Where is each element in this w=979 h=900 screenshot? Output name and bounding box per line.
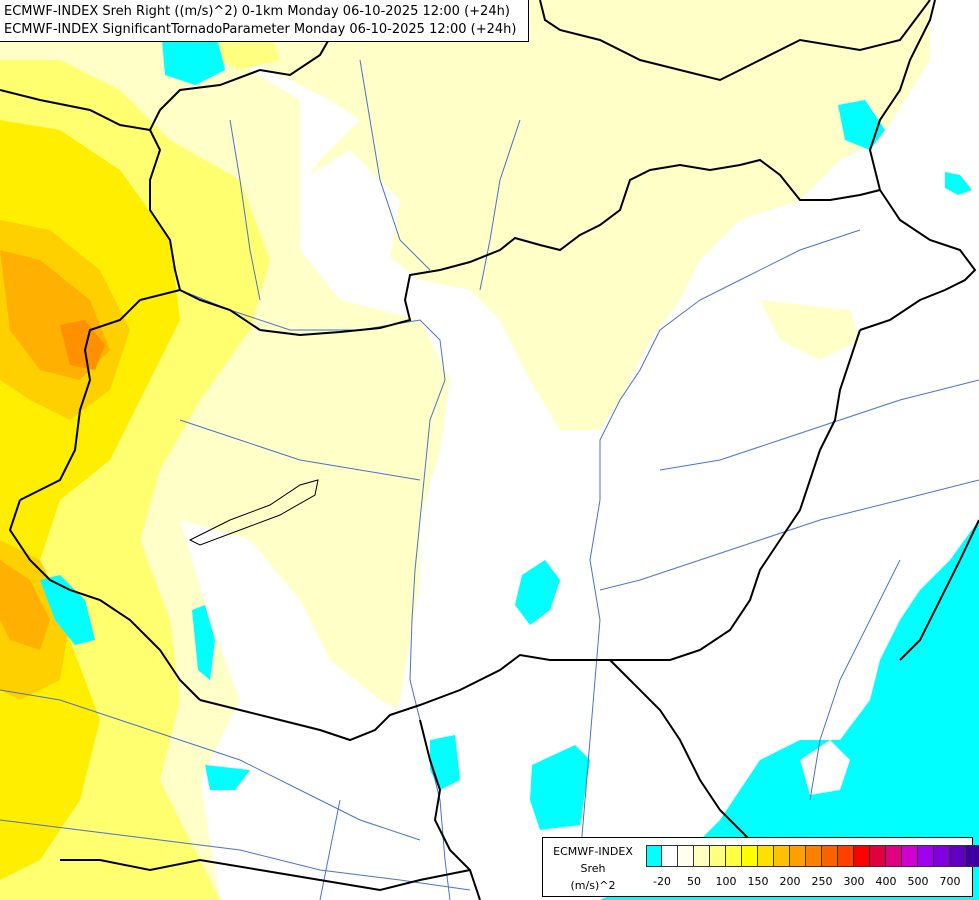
border-hungary-croatia [199, 653, 610, 742]
border-austria-slovenia [8, 499, 201, 701]
river-drina [319, 799, 341, 900]
legend-tick-label: -20 [653, 875, 671, 888]
legend-swatch [678, 845, 694, 867]
river-drava [0, 689, 421, 841]
river-tisza [579, 229, 861, 861]
legend-swatch [870, 845, 886, 867]
white-hole-southeast [800, 740, 850, 795]
border-austria-slovakia-hungary [179, 158, 881, 337]
river-vah [359, 59, 431, 271]
legend-colorbar [646, 845, 979, 867]
legend-variable: Sreh [580, 862, 606, 875]
legend-swatch [838, 845, 854, 867]
border-romania-bulgaria [899, 519, 979, 661]
legend-tick-label: 700 [939, 875, 961, 888]
cyan-patch-southwest [205, 765, 250, 790]
river-sava [0, 819, 471, 891]
river-mures [599, 479, 979, 591]
cyan-region-southeast [600, 520, 979, 900]
legend-tick-label: 300 [843, 875, 865, 888]
border-hungary-romania [610, 329, 861, 661]
pale-yellow-region-north [150, 0, 930, 430]
legend-tick-label: 250 [811, 875, 833, 888]
legend-swatch [758, 845, 774, 867]
river-somes [659, 379, 979, 471]
border-croatia-bosnia [60, 858, 471, 892]
white-region-plain [300, 150, 400, 270]
legend-swatch [694, 845, 710, 867]
legend-swatch [950, 845, 966, 867]
map-title-box: ECMWF-INDEX Sreh Right ((m/s)^2) 0-1km M… [0, 0, 529, 42]
legend-swatch [790, 845, 806, 867]
legend-swatch [646, 845, 662, 867]
river-hron [479, 119, 521, 291]
cyan-patch-south-2 [530, 745, 590, 830]
legend-tick-label: 100 [715, 875, 737, 888]
legend-swatch [742, 845, 758, 867]
cyan-patch-south-1 [430, 735, 460, 790]
orange-region-southwest [0, 560, 50, 650]
legend-swatch [902, 845, 918, 867]
legend-swatch [806, 845, 822, 867]
legend-swatch [886, 845, 902, 867]
border-ukraine-romania [859, 189, 977, 331]
legend-unit: (m/s)^2 [570, 879, 616, 892]
river-olt [809, 559, 901, 801]
legend-tick-label: 500 [907, 875, 929, 888]
legend-swatch [774, 845, 790, 867]
border-poland-slovakia [539, 0, 931, 82]
border-austria-hungary [19, 289, 181, 501]
legend: ECMWF-INDEX Sreh (m/s)^2 -20 50 100 150 200 2… [542, 837, 979, 897]
river-raba [179, 419, 421, 481]
legend-tick-label: 200 [779, 875, 801, 888]
cyan-patch-west-small [192, 605, 215, 680]
border-czechia-slovakia [149, 129, 181, 291]
legend-swatch [726, 845, 742, 867]
legend-tick-label: 150 [747, 875, 769, 888]
legend-swatch [934, 845, 950, 867]
legend-swatch [966, 845, 979, 867]
cyan-patch-far-east [945, 172, 972, 195]
border-ukraine [868, 0, 936, 191]
map-title-line-2: ECMWF-INDEX SignificantTornadoParameter … [4, 22, 517, 37]
legend-source: ECMWF-INDEX [553, 845, 633, 858]
cyan-patch-central [515, 560, 560, 625]
pale-yellow-region-east [760, 300, 860, 360]
lake-balaton [188, 479, 319, 546]
legend-swatch [662, 845, 678, 867]
cyan-patch-west-lake [40, 575, 95, 645]
legend-tick-label: 50 [687, 875, 701, 888]
dark-orange-core [60, 320, 105, 370]
legend-swatch [822, 845, 838, 867]
white-region-south [180, 520, 430, 900]
legend-tick-label: 400 [875, 875, 897, 888]
legend-swatch [854, 845, 870, 867]
river-morava [229, 119, 261, 301]
map-title-line-1: ECMWF-INDEX Sreh Right ((m/s)^2) 0-1km M… [4, 4, 510, 19]
legend-swatch [918, 845, 934, 867]
legend-swatch [710, 845, 726, 867]
border-czechia-austria [0, 0, 351, 132]
